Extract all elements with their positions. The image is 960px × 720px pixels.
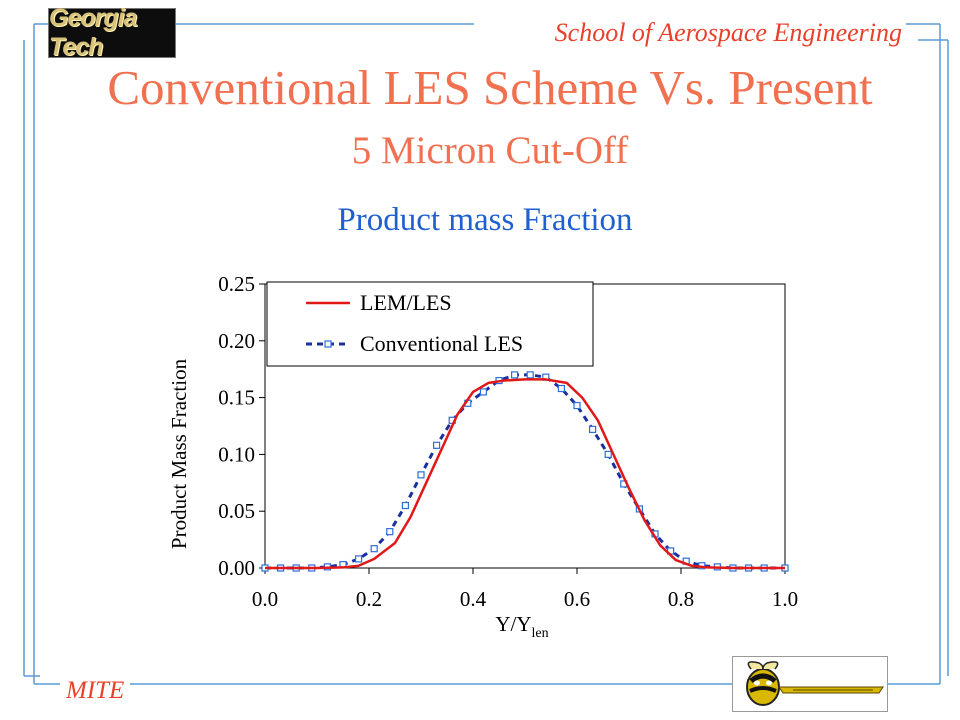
- school-name: School of Aerospace Engineering: [474, 16, 906, 50]
- series-conventional-les-point: [526, 371, 534, 379]
- chart-axes: 0.00 0.05 0.10 0.15 0.20 0.25 0.0 0.2 0.4 0.6 0.8 1…: [218, 272, 798, 611]
- y-axis-label: Product Mass Fraction: [167, 358, 191, 549]
- legend-box: [266, 281, 594, 367]
- slide-title: Conventional LES Scheme Vs. Present: [107, 60, 873, 115]
- series-conventional-les-point: [511, 371, 519, 379]
- chart-series: [261, 371, 789, 572]
- series-conventional-les-point: [479, 388, 487, 396]
- series-conventional-les-line: [265, 373, 785, 570]
- x-tick-label: 0.6: [564, 587, 590, 611]
- chart-legend: LEM/LES Conventional LES: [266, 281, 594, 367]
- series-conventional-les-point: [589, 425, 597, 434]
- product-mass-fraction-chart: 0.00 0.05 0.10 0.15 0.20 0.25 0.0 0.2 0.4 0.6 0.8 1…: [167, 272, 798, 641]
- slide-subtitle: 5 Micron Cut-Off: [351, 129, 629, 172]
- y-tick-label: 0.15: [218, 386, 255, 410]
- x-tick-label: 0.2: [356, 587, 382, 611]
- y-tick-label: 0.20: [218, 329, 255, 353]
- x-axis-label-main: Y/Y: [495, 612, 531, 636]
- yellow-jacket-logo-icon: [732, 656, 888, 712]
- x-tick-label: 0.0: [252, 587, 278, 611]
- mite-label: MITE: [60, 676, 131, 706]
- series-conventional-les-point: [401, 501, 409, 510]
- y-tick-label: 0.05: [218, 499, 255, 523]
- series-conventional-les-point: [573, 401, 581, 410]
- legend-label-lem-les: LEM/LES: [360, 290, 452, 315]
- x-axis-label-subscript: len: [532, 626, 549, 641]
- series-lem-les-line: [265, 378, 785, 570]
- x-tick-label: 0.8: [668, 587, 694, 611]
- series-conventional-les-point: [417, 471, 425, 479]
- y-tick-label: 0.10: [218, 442, 255, 466]
- legend-marker-conventional-les: [324, 340, 332, 348]
- series-conventional-les-point: [557, 384, 565, 393]
- series-conventional-les-point: [355, 555, 363, 563]
- georgia-tech-logo: Georgia Tech: [48, 4, 176, 61]
- y-tick-label: 0.00: [218, 556, 255, 580]
- legend-label-conventional-les: Conventional LES: [360, 331, 523, 356]
- series-conventional-les-point: [370, 545, 378, 553]
- logo-text: Georgia Tech: [49, 4, 137, 61]
- series-conventional-les-point: [604, 450, 612, 458]
- x-tick-label: 1.0: [772, 587, 798, 611]
- series-conventional-les-point: [433, 441, 441, 449]
- series-conventional-les-point: [386, 528, 394, 536]
- y-tick-label: 0.25: [218, 272, 255, 296]
- x-axis-label: Y/Ylen: [495, 612, 548, 641]
- x-tick-label: 0.4: [460, 587, 487, 611]
- chart-heading: Product mass Fraction: [337, 202, 633, 238]
